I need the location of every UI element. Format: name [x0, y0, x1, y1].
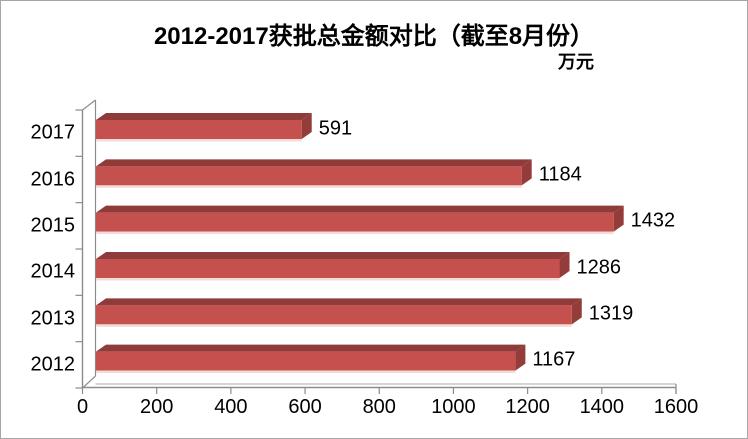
bar-2013	[96, 305, 572, 325]
x-tick-label: 400	[214, 396, 248, 418]
wall-bottom-edge	[82, 375, 96, 389]
wall-top-edge	[82, 99, 96, 111]
bar-side-face-2016	[521, 159, 532, 186]
bar-top-face-2012	[96, 344, 526, 352]
x-tick-label: 0	[76, 396, 89, 418]
y-category-label-2013: 2013	[30, 307, 76, 329]
x-tick-label: 200	[140, 396, 174, 418]
bar-2016	[96, 166, 522, 186]
y-category-label-2015: 2015	[30, 214, 76, 237]
x-tick-label: 1200	[505, 396, 550, 418]
bar-bottom-highlight-2013	[96, 324, 572, 327]
bar-top-face-2016	[96, 159, 532, 167]
y-category-label-2014: 2014	[30, 260, 76, 283]
data-label-2016: 1184	[538, 163, 582, 186]
bar-bottom-highlight-2015	[96, 231, 614, 235]
bar-bottom-highlight-2012	[96, 370, 516, 374]
bar-side-face-2015	[613, 205, 624, 232]
data-label-2013: 1319	[588, 302, 634, 325]
data-label-2012: 1167	[532, 348, 576, 371]
x-tick-label: 600	[288, 396, 322, 418]
bar-2014	[96, 259, 560, 278]
data-label-2014: 1286	[576, 256, 622, 278]
x-tick-label: 1000	[431, 396, 476, 418]
bar-top-face-2014	[96, 252, 570, 259]
bar-2015	[96, 212, 614, 232]
bar-2012	[96, 351, 516, 371]
bar-top-face-2013	[96, 298, 582, 306]
bar-top-face-2015	[96, 205, 624, 213]
bar-bottom-highlight-2017	[96, 139, 302, 142]
y-category-label-2016: 2016	[30, 168, 76, 190]
unit-label: 万元	[558, 52, 594, 72]
bar-bottom-highlight-2016	[96, 185, 522, 188]
y-category-label-2012: 2012	[30, 353, 76, 376]
x-tick-label: 1400	[579, 396, 625, 418]
data-label-2015: 1432	[630, 209, 676, 232]
x-tick-label: 1600	[653, 396, 699, 418]
bar-bottom-highlight-2014	[96, 278, 560, 281]
x-tick-label: 800	[362, 396, 396, 418]
data-label-2017: 591	[318, 117, 353, 139]
bar-side-face-2013	[571, 298, 582, 325]
bar-side-face-2012	[515, 344, 526, 371]
bar-top-face-2017	[96, 113, 312, 120]
bar-side-face-2017	[301, 113, 312, 139]
bar-side-face-2014	[559, 252, 570, 278]
bar-2017	[96, 120, 302, 139]
y-category-label-2017: 2017	[30, 121, 76, 144]
chart-title: 2012-2017获批总金额对比（截至8月份）	[153, 23, 595, 50]
